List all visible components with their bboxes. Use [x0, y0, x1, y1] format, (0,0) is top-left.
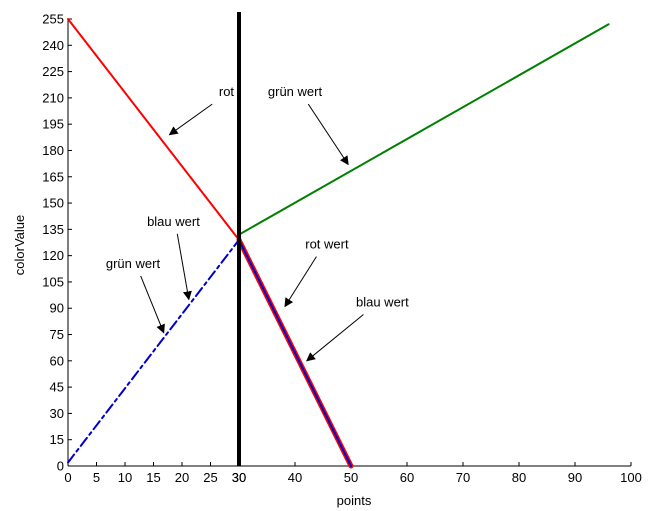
x-tick-label: 10 [118, 470, 132, 485]
series-layer [67, 18, 610, 469]
annotation-blau-wert-right-arrow [306, 314, 364, 362]
annotation-rot-arrow [168, 103, 213, 136]
annotation-rot-label: rot [219, 84, 235, 99]
x-tick-label: 20 [175, 470, 189, 485]
y-tick-label: 240 [42, 38, 64, 53]
axes: 0153045607590105120135150165180195210225… [42, 12, 642, 486]
y-tick-label: 105 [42, 274, 64, 289]
x-tick-label: 60 [400, 470, 414, 485]
y-tick-label: 210 [42, 90, 64, 105]
y-tick-label: 30 [50, 406, 64, 421]
y-tick-label: 90 [50, 301, 64, 316]
series-green-right [238, 23, 610, 236]
annotation-rot-wert-arrow [284, 256, 317, 308]
x-tick-label: 30 [232, 470, 246, 485]
y-tick-label: 165 [42, 169, 64, 184]
x-tick-label: 15 [146, 470, 160, 485]
y-tick-label: 225 [42, 64, 64, 79]
x-tick-label: 70 [456, 470, 470, 485]
x-tick-label: 50 [344, 470, 358, 485]
y-tick-label: 120 [42, 248, 64, 263]
y-tick-label: 180 [42, 143, 64, 158]
x-axis-label: points [337, 493, 372, 508]
annotation-blau-wert-left-label: blau wert [147, 214, 200, 229]
x-tick-label: 5 [93, 470, 100, 485]
y-tick-label: 15 [50, 432, 64, 447]
x-tick-label: 90 [568, 470, 582, 485]
y-tick-label: 195 [42, 117, 64, 132]
annotation-rot-wert-label: rot wert [305, 237, 349, 252]
x-tick-label: 0 [64, 470, 71, 485]
y-tick-label: 150 [42, 196, 64, 211]
y-axis-label: colorValue [12, 215, 27, 275]
x-tick-label: 25 [203, 470, 217, 485]
annotation-gruen-wert-top-arrow [307, 103, 349, 166]
annotation-blau-wert-right-label: blau wert [356, 294, 409, 309]
series-blue-green-left [67, 238, 240, 464]
x-tick-label: 80 [512, 470, 526, 485]
annotation-gruen-wert-left-arrow [140, 275, 165, 334]
y-tick-label: 60 [50, 353, 64, 368]
annotation-gruen-wert-left-label: grün wert [106, 256, 161, 271]
y-tick-label: 75 [50, 327, 64, 342]
y-tick-label: 255 [42, 12, 64, 27]
annotation-blau-wert-left-arrow [176, 233, 192, 301]
y-tick-label: 0 [57, 459, 64, 474]
x-tick-label: 30 [232, 470, 246, 485]
annotation-gruen-wert-top-label: grün wert [268, 84, 323, 99]
y-tick-label: 135 [42, 222, 64, 237]
series-red-left [67, 18, 240, 241]
series-blue-right [238, 238, 352, 467]
annotations: rot grün wert blau wert grün wert rot wert bl… [106, 84, 409, 362]
y-tick-label: 45 [50, 380, 64, 395]
x-tick-label: 40 [288, 470, 302, 485]
x-tick-label: 100 [620, 470, 642, 485]
